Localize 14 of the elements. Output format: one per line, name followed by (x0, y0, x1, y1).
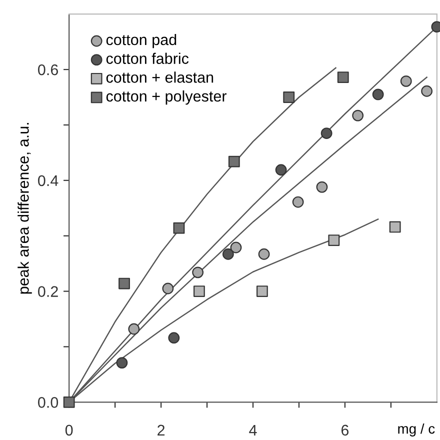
y-tick-label: 0.6 (38, 64, 58, 76)
x-tick-label: 0 (65, 424, 73, 436)
x-tick-label: 2 (158, 424, 165, 436)
y-tick-label: 0.2 (38, 286, 58, 297)
legend-label: cotton + elastan (106, 72, 214, 83)
x-tick-label: 4 (249, 424, 257, 436)
legend-label: cotton fabric (106, 52, 189, 64)
x-tick-label: 6 (341, 424, 349, 436)
legend-label: cotton pad (106, 34, 176, 48)
y-tick-label: 0.0 (38, 397, 58, 408)
x-axis-title: mg / c (398, 424, 435, 436)
y-tick-label: 0.4 (38, 175, 58, 186)
y-axis-title: peak area difference, a.u. (18, 123, 32, 294)
legend-label: cotton + polyester (106, 90, 227, 105)
